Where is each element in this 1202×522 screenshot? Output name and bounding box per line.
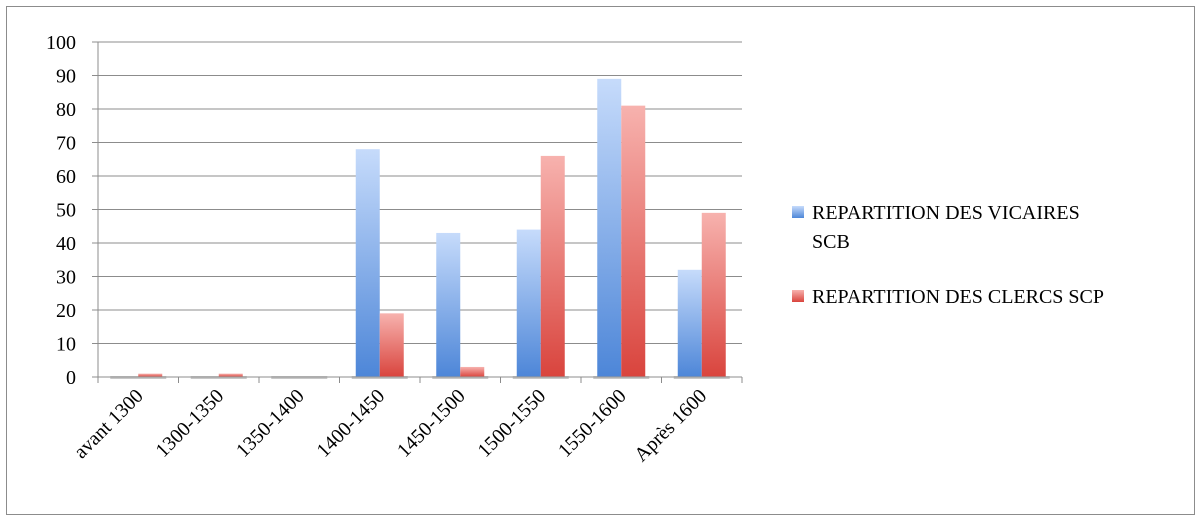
bar (516, 229, 541, 377)
y-tick-label: 100 (46, 32, 76, 54)
bars (110, 78, 730, 379)
y-tick-label: 80 (56, 99, 76, 121)
bar-base-shadow (673, 376, 730, 379)
bar-base-shadow (432, 376, 489, 379)
legend-swatch-vicaires (792, 206, 804, 218)
bar (355, 149, 380, 377)
bar (540, 155, 565, 377)
y-tick-label: 20 (56, 300, 76, 322)
x-tick-label: avant 1300 (70, 385, 148, 463)
legend-label-clercs: REPARTITION DES CLERCS SCP (812, 286, 1104, 308)
x-tick-label: 1550-1600 (554, 385, 631, 462)
y-tick-labels: 0 10 20 30 40 50 60 70 80 90 100 (46, 32, 76, 389)
x-tick-label: 1500-1550 (473, 385, 550, 462)
bar (379, 313, 404, 377)
x-tick-label: Après 1600 (630, 385, 711, 466)
bar (597, 78, 622, 377)
bar (436, 232, 461, 377)
bar (138, 373, 163, 377)
x-tick-label: 1450-1500 (393, 385, 470, 462)
y-tick-label: 40 (56, 233, 76, 255)
bar (460, 366, 485, 377)
x-tick-label: 1350-1400 (232, 385, 309, 462)
y-tick-label: 90 (56, 66, 76, 88)
y-tick-label: 30 (56, 267, 76, 289)
y-tick-label: 0 (66, 367, 76, 389)
legend-label-vicaires-line2: SCB (812, 231, 850, 253)
x-tick-label: 1300-1350 (151, 385, 228, 462)
bar (677, 269, 702, 377)
legend-label-vicaires-line1: REPARTITION DES VICAIRES (812, 202, 1080, 224)
bar-base-shadow (271, 376, 328, 379)
gridlines (98, 41, 742, 344)
legend: REPARTITION DES VICAIRES SCB REPARTITION… (792, 202, 1104, 308)
y-tick-label: 10 (56, 334, 76, 356)
legend-swatch-clercs (792, 290, 804, 302)
bar-base-shadow (593, 376, 650, 379)
y-tick-label: 70 (56, 133, 76, 155)
x-tick-label: 1400-1450 (312, 385, 389, 462)
bar-base-shadow (190, 376, 247, 379)
bar-base-shadow (351, 376, 408, 379)
y-tick-label: 50 (56, 200, 76, 222)
x-tick-labels: avant 1300 1300-1350 1350-1400 1400-1450 145… (70, 385, 712, 466)
y-tick-label: 60 (56, 166, 76, 188)
bar-base-shadow (110, 376, 167, 379)
bar (621, 105, 646, 378)
bar (218, 373, 243, 377)
bar (701, 212, 726, 377)
bar-base-shadow (512, 376, 569, 379)
